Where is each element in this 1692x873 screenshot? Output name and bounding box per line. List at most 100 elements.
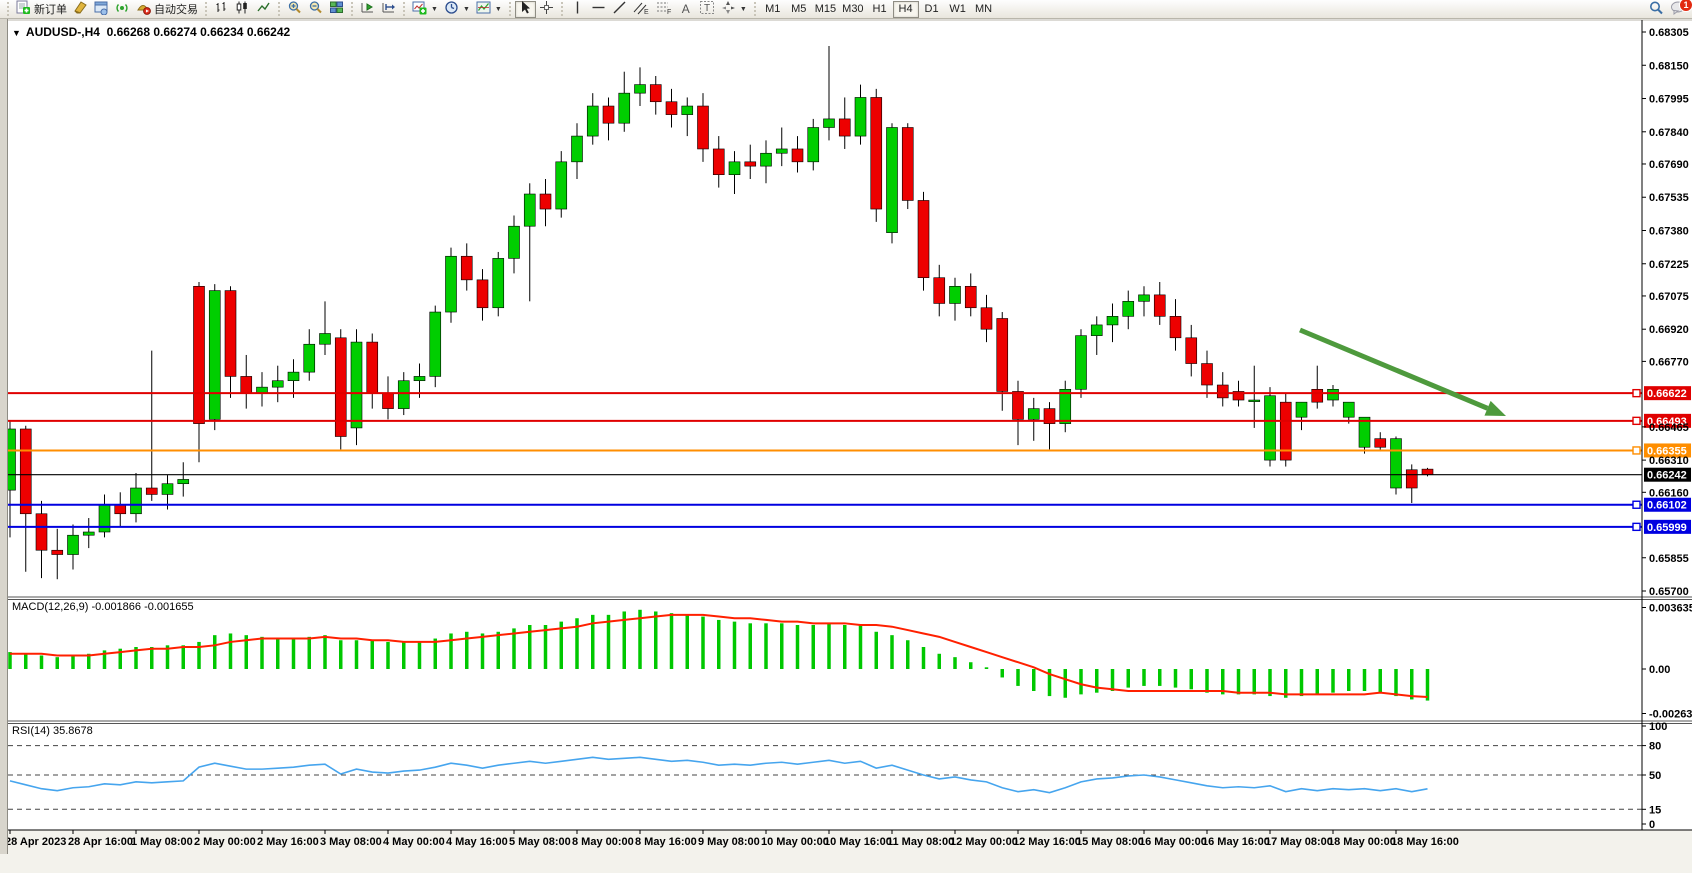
bull-candle — [681, 105, 694, 115]
timeframe-button-mn[interactable]: MN — [975, 3, 993, 15]
fibonacci-tool-button[interactable]: F — [653, 1, 676, 18]
bear-candle — [712, 148, 725, 176]
timeframe-button-m1[interactable]: M1 — [765, 3, 781, 15]
templates-button[interactable]: ▼ — [473, 1, 505, 18]
vertical-line-tool-button[interactable] — [567, 1, 588, 18]
metaeditor-button[interactable] — [70, 1, 91, 18]
chart-background — [0, 19, 1692, 873]
label-tool-icon: T — [699, 0, 715, 18]
bull-candle — [1264, 395, 1276, 461]
svg-text:F: F — [667, 9, 671, 15]
timeframe-button-d1[interactable]: D1 — [924, 3, 939, 15]
channel-icon: E — [633, 0, 650, 18]
axis-tick-label: 0.65700 — [1649, 586, 1689, 598]
chart-shift-button[interactable] — [378, 1, 399, 18]
symbol-dropdown-icon[interactable]: ▼ — [12, 28, 21, 38]
x-axis-label: 17 May 08:00 — [1265, 836, 1333, 848]
candlestick-chart-icon — [235, 0, 250, 18]
bull-candle — [634, 84, 646, 94]
bear-candle — [1043, 408, 1056, 424]
timeframe-button-w1[interactable]: W1 — [949, 3, 966, 15]
chart-shift-icon — [381, 0, 396, 18]
chart-title: ▼ AUDUSD-,H4 0.66268 0.66274 0.66234 0.66… — [12, 25, 290, 39]
trend-arrow-object[interactable] — [1299, 327, 1489, 411]
axis-tick-label: 0.67995 — [1649, 94, 1689, 106]
autotrading-button[interactable]: 自动交易 — [133, 1, 201, 18]
cursor-icon — [518, 0, 533, 18]
bull-candle — [775, 148, 788, 154]
timeframe-button-h1[interactable]: H1 — [872, 3, 887, 15]
toolbar-grip — [506, 2, 513, 16]
zoom-in-icon — [287, 0, 302, 18]
bear-candle — [1185, 337, 1198, 364]
price-chart-canvas[interactable]: 0.66622 0.66493 0.66355 0.66102 0.65999 0.662… — [0, 19, 1692, 873]
bull-candle — [823, 118, 835, 128]
new-order-button[interactable]: 新订单 — [13, 0, 70, 18]
line-handle[interactable] — [1632, 446, 1641, 455]
price-line-label-text: 0.66355 — [1647, 445, 1687, 457]
zoom-out-button[interactable] — [305, 1, 326, 18]
tile-windows-button[interactable] — [326, 1, 347, 18]
bear-candle — [1153, 294, 1166, 317]
bull-candle — [1075, 335, 1087, 390]
cursor-tool-button[interactable] — [514, 0, 536, 18]
horizontal-line-tool-button[interactable] — [588, 1, 609, 18]
timeframe-button-m15[interactable]: M15 — [814, 3, 837, 15]
timeframe-button-m30[interactable]: M30 — [842, 3, 864, 15]
bear-candle — [980, 307, 993, 330]
crosshair-tool-button[interactable] — [536, 1, 557, 18]
bar-chart-button[interactable] — [211, 1, 232, 18]
svg-text:E: E — [644, 9, 649, 15]
price-line-label-text: 0.66102 — [1647, 500, 1687, 512]
trendline-tool-button[interactable] — [609, 1, 630, 18]
bull-candle — [555, 161, 568, 210]
toolbar-grip — [203, 2, 209, 16]
channel-tool-button[interactable]: E — [630, 1, 653, 18]
timeframe-button-h4[interactable]: H4 — [892, 0, 919, 18]
quote-high: 0.66274 — [153, 25, 197, 39]
arrows-tool-button[interactable]: ▼ — [718, 1, 750, 18]
bull-candle — [271, 380, 284, 388]
x-axis-label: 3 May 08:00 — [320, 836, 382, 848]
line-handle[interactable] — [1632, 388, 1641, 398]
line-handle[interactable] — [1632, 500, 1641, 509]
axis-tick-label: 0.00 — [1649, 664, 1670, 676]
bear-candle — [964, 285, 977, 309]
trend-arrow-head[interactable] — [1484, 400, 1506, 416]
axis-tick-label: 0.67535 — [1649, 192, 1689, 204]
auto-scroll-icon — [360, 0, 375, 18]
chat-button[interactable]: 1 — [1667, 0, 1692, 18]
rsi-line — [9, 756, 1428, 794]
price-line-label-text: 0.65999 — [1647, 522, 1687, 534]
line-handle[interactable] — [1632, 416, 1641, 426]
axis-tick-label: 0.67690 — [1649, 159, 1689, 171]
line-handle[interactable] — [1632, 522, 1641, 532]
periods-button[interactable]: ▼ — [441, 1, 473, 18]
line-chart-button[interactable] — [253, 1, 274, 18]
text-tool-icon: A — [681, 2, 690, 16]
x-axis-label: 4 May 16:00 — [446, 836, 508, 848]
new-chart-button[interactable]: ▼ — [409, 1, 441, 18]
bull-candle — [949, 285, 961, 304]
x-axis-label: 2 May 16:00 — [257, 836, 319, 848]
label-tool-button[interactable]: T — [696, 1, 718, 18]
macd-signal-line — [10, 613, 1428, 699]
macd-signal-value: -0.001655 — [144, 601, 194, 613]
bull-candle — [319, 333, 331, 345]
search-button[interactable] — [1645, 1, 1667, 18]
line-chart-icon — [256, 0, 271, 18]
bear-candle — [901, 127, 914, 201]
auto-scroll-button[interactable] — [357, 1, 378, 18]
timeframe-button-m5[interactable]: M5 — [791, 3, 807, 15]
metaeditor-icon — [73, 0, 88, 18]
candlestick-chart-button[interactable] — [232, 1, 253, 18]
price-line-label-text: 0.66622 — [1647, 388, 1687, 400]
x-axis-label: 18 May 00:00 — [1328, 836, 1396, 848]
zoom-in-button[interactable] — [284, 1, 305, 18]
axis-tick-label: 0.66770 — [1649, 356, 1689, 368]
terminal-button[interactable] — [91, 1, 112, 18]
x-axis-label: 16 May 00:00 — [1139, 836, 1207, 848]
signals-button[interactable] — [112, 1, 133, 18]
text-tool-button[interactable]: A — [676, 1, 696, 18]
axis-tick-label: 0.67840 — [1649, 127, 1689, 139]
